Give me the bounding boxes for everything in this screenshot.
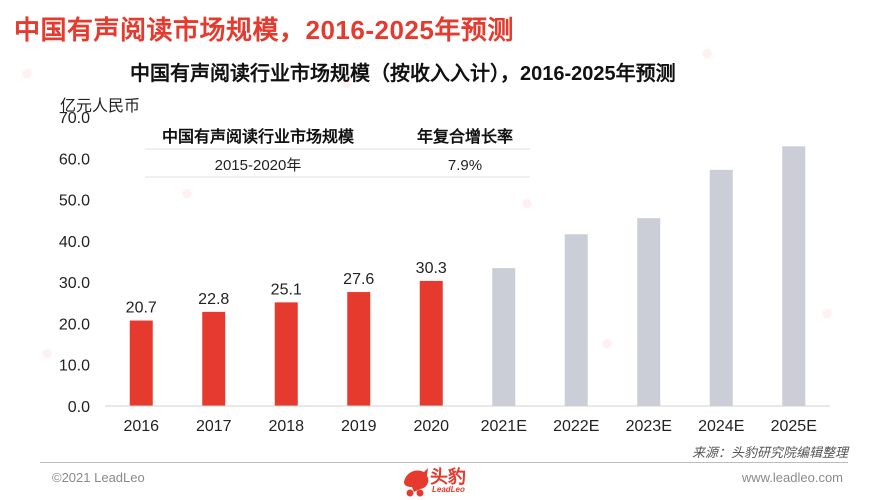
website-link[interactable]: www.leadleo.com	[741, 470, 843, 485]
bar	[709, 169, 733, 406]
cagr-table-header: 中国有声阅读行业市场规模	[162, 127, 355, 146]
bar-data-label: 25.1	[271, 281, 302, 298]
y-axis: 0.0 10.0 20.0 30.0 40.0 50.0 60.0 70.0	[59, 110, 90, 416]
chart-title: 中国有声阅读行业市场规模（按收入入计），2016-2025年预测	[130, 63, 676, 85]
slide-title: 中国有声阅读市场规模，2016-2025年预测	[14, 15, 514, 45]
x-tick-label: 2020	[413, 418, 449, 435]
source-note: 来源：头豹研究院编辑整理	[691, 445, 848, 460]
y-axis-unit-label: 亿元人民币	[60, 98, 141, 115]
logo-text: 头豹	[430, 467, 466, 487]
leadleo-logo-icon	[404, 468, 429, 497]
footer-divider	[40, 462, 848, 463]
x-tick-label: 2016	[123, 418, 159, 435]
bar-data-label: 22.8	[198, 291, 229, 308]
bar	[202, 311, 226, 406]
bar	[347, 292, 371, 406]
bar	[782, 146, 806, 406]
y-tick-label: 50.0	[59, 193, 90, 210]
y-tick-label: 20.0	[59, 316, 90, 333]
cagr-table-cell: 2015-2020年	[215, 157, 302, 174]
bar	[492, 268, 516, 406]
x-tick-label: 2019	[341, 418, 377, 435]
y-tick-label: 70.0	[59, 110, 90, 127]
y-tick-label: 0.0	[68, 399, 90, 416]
bar-data-label: 30.3	[416, 260, 447, 277]
x-tick-label: 2025E	[771, 418, 817, 435]
bar-data-label: 27.6	[343, 271, 374, 288]
y-tick-label: 60.0	[59, 151, 90, 168]
x-tick-label: 2024E	[698, 418, 744, 435]
x-axis: 2016 2017 2018 2019 2020 2021E 2022E 2023E 2024E…	[105, 405, 830, 435]
copyright-text: ©2021 LeadLeo	[52, 470, 145, 485]
y-tick-label: 40.0	[59, 234, 90, 251]
x-tick-label: 2023E	[626, 418, 672, 435]
data-labels: 20.7 22.8 25.1 27.6 30.3	[126, 260, 447, 317]
cagr-table-cell: 7.9%	[448, 157, 482, 174]
x-tick-label: 2021E	[481, 418, 527, 435]
x-tick-label: 2022E	[553, 418, 599, 435]
cagr-table-header: 年复合增长率	[417, 127, 513, 146]
bar	[274, 302, 298, 406]
logo-subtext: LeadLeo	[432, 485, 465, 494]
bar	[564, 234, 588, 406]
x-tick-label: 2018	[268, 418, 304, 435]
y-tick-label: 30.0	[59, 275, 90, 292]
cagr-table: 中国有声阅读行业市场规模 年复合增长率 2015-2020年 7.9%	[145, 120, 530, 178]
bar-series	[129, 146, 806, 406]
x-tick-label: 2017	[196, 418, 232, 435]
bar	[129, 320, 153, 406]
bar	[637, 218, 661, 406]
y-tick-label: 10.0	[59, 358, 90, 375]
bar	[419, 280, 443, 406]
bar-data-label: 20.7	[126, 300, 157, 317]
